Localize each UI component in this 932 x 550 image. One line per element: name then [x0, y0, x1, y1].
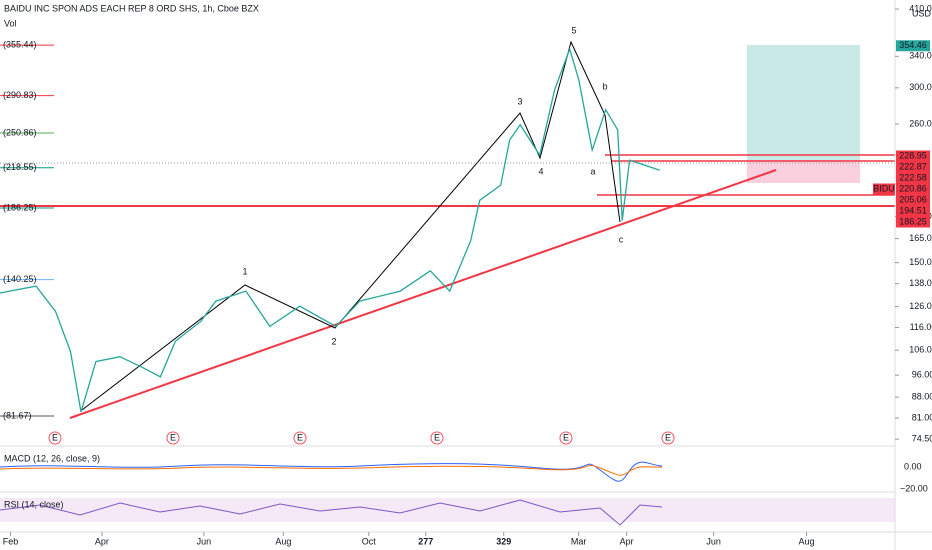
price-tag-label: 186.25	[899, 216, 927, 226]
rsi-band	[0, 498, 895, 522]
symbol-label: BIDU	[873, 183, 895, 193]
price-tag	[896, 183, 930, 195]
earnings-marker	[48, 431, 62, 445]
macd-tick: 0.00	[904, 461, 922, 471]
signal-line	[0, 464, 663, 476]
y-tick-label: 260.00	[909, 118, 932, 128]
y-tick-label: 300.00	[909, 82, 932, 92]
fib-label: (218.55)	[3, 162, 37, 172]
price-tag	[896, 161, 930, 173]
fib-label: (250.86)	[3, 127, 37, 137]
x-tick-label: 277	[418, 536, 433, 546]
price-tag	[896, 205, 930, 217]
macd-tick: −20.00	[900, 483, 928, 493]
earnings-label: E	[170, 432, 176, 442]
macd-line	[0, 461, 663, 482]
x-tick-label: Jun	[706, 536, 721, 546]
y-tick-label: 106.00	[909, 345, 932, 355]
earnings-label: E	[665, 432, 671, 442]
profit-zone	[747, 45, 860, 160]
earnings-label: E	[297, 432, 303, 442]
wave-label: 3	[517, 96, 522, 106]
price-tag-label: 205.06	[899, 194, 927, 204]
elliott-wave	[81, 40, 621, 411]
x-tick-label: Aug	[275, 536, 291, 546]
earnings-label: E	[52, 432, 58, 442]
symbol-tag	[873, 183, 895, 195]
price-tag	[896, 150, 930, 162]
x-tick-label: Mar	[571, 536, 587, 546]
loss-zone	[747, 160, 860, 183]
fib-label: (81.67)	[3, 410, 32, 420]
volume-label: Vol	[4, 18, 17, 28]
rsi-label: RSI (14, close)	[4, 499, 64, 509]
price-tag-label: 222.87	[899, 161, 927, 171]
wave-label: b	[602, 81, 607, 91]
x-tick-label: Feb	[3, 536, 19, 546]
y-tick-label: 96.00	[912, 370, 932, 380]
y-tick-label: 150.00	[909, 257, 932, 267]
y-tick-label: 81.00	[912, 412, 932, 422]
x-tick-label: Apr	[95, 536, 109, 546]
earnings-label: E	[563, 432, 569, 442]
chart-title: BAIDU INC SPON ADS EACH REP 8 ORD SHS, 1…	[4, 3, 259, 13]
macd-label: MACD (12, 26, close, 9)	[4, 453, 100, 463]
price-tag-label: 222.58	[899, 172, 927, 182]
earnings-marker	[293, 431, 307, 445]
x-tick-label: 329	[496, 536, 511, 546]
earnings-marker	[661, 431, 675, 445]
currency-label: USD	[912, 8, 932, 18]
wave-label: 4	[538, 166, 543, 176]
wave-label: 1	[242, 266, 247, 276]
y-tick-label: 165.00	[909, 233, 932, 243]
price-tag	[896, 40, 930, 52]
y-tick-label: 74.50	[912, 434, 932, 444]
earnings-marker	[166, 431, 180, 445]
wave-label: c	[619, 234, 624, 244]
fib-label: (355.44)	[3, 39, 37, 49]
price-tag-label: 194.51	[899, 205, 927, 215]
rsi-line	[0, 499, 663, 526]
price-tag-label: 354.46	[899, 40, 927, 50]
y-tick-label: 126.00	[909, 301, 932, 311]
price-tag-label: 220.86	[899, 183, 927, 193]
wave-label: a	[590, 166, 595, 176]
earnings-label: E	[434, 432, 440, 442]
long-position	[747, 45, 860, 183]
x-tick-label: Aug	[799, 536, 815, 546]
y-tick-label: 116.00	[910, 322, 932, 332]
wave-label: 5	[571, 25, 576, 35]
price-tag	[896, 216, 930, 228]
x-tick-label: Apr	[620, 536, 634, 546]
price-tag	[896, 194, 930, 206]
y-tick-label: 88.00	[912, 392, 932, 402]
wave-label: 2	[331, 336, 336, 346]
y-tick-label: 410.00	[909, 3, 932, 13]
y-tick-label: 138.00	[909, 278, 932, 288]
y-tick-label: 340.00	[909, 51, 932, 61]
price-line	[0, 47, 660, 413]
price-tag-label: 228.95	[899, 150, 927, 160]
fib-label: (140.25)	[3, 274, 37, 284]
fib-label: (186.25)	[3, 202, 37, 212]
price-tag	[896, 172, 930, 184]
earnings-marker	[559, 431, 573, 445]
fib-label: (290.83)	[3, 90, 37, 100]
trendline	[69, 169, 777, 419]
x-tick-label: Jun	[197, 536, 212, 546]
earnings-marker	[430, 431, 444, 445]
x-tick-label: Oct	[362, 536, 377, 546]
